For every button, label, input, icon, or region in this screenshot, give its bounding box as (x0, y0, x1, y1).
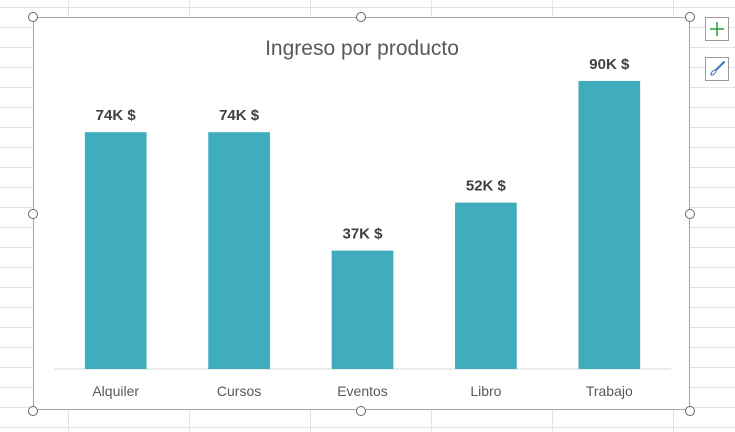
bar-chart: Ingreso por producto 74K $ 74K $ 37K $ 52K … (54, 37, 671, 399)
resize-handle-top-right[interactable] (685, 12, 695, 22)
resize-handle-bottom-left[interactable] (28, 406, 38, 416)
data-label-libro: 52K $ (466, 178, 507, 195)
bar-eventos[interactable] (331, 250, 394, 369)
category-label-alquiler: Alquiler (92, 383, 139, 399)
category-label-eventos: Eventos (337, 383, 388, 399)
category-label-trabajo: Trabajo (586, 383, 633, 399)
plus-icon (710, 22, 724, 36)
chart-title: Ingreso por producto (265, 37, 459, 60)
category-label-cursos: Cursos (217, 383, 261, 399)
bar-alquiler[interactable] (84, 132, 147, 369)
chart-elements-button[interactable] (705, 17, 729, 41)
bar-trabajo[interactable] (578, 81, 641, 369)
resize-handle-top-left[interactable] (28, 12, 38, 22)
resize-handle-bottom[interactable] (356, 406, 366, 416)
data-labels: 74K $ 74K $ 37K $ 52K $ 90K $ (96, 56, 630, 243)
chart-area[interactable]: Ingreso por producto 74K $ 74K $ 37K $ 52K … (33, 17, 690, 410)
category-ticks: Alquiler Cursos Eventos Libro Trabajo (92, 383, 633, 399)
data-label-alquiler: 74K $ (96, 107, 137, 124)
data-label-eventos: 37K $ (342, 226, 383, 243)
resize-handle-top[interactable] (356, 12, 366, 22)
bar-libro[interactable] (455, 202, 517, 369)
resize-handle-left[interactable] (28, 209, 38, 219)
resize-handle-bottom-right[interactable] (685, 406, 695, 416)
data-label-cursos: 74K $ (219, 107, 260, 124)
chart-styles-button[interactable] (705, 57, 729, 81)
category-label-libro: Libro (470, 383, 501, 399)
bars (84, 81, 641, 369)
paintbrush-icon (710, 61, 725, 76)
data-label-trabajo: 90K $ (589, 56, 630, 73)
resize-handle-right[interactable] (685, 209, 695, 219)
bar-cursos[interactable] (208, 132, 270, 369)
